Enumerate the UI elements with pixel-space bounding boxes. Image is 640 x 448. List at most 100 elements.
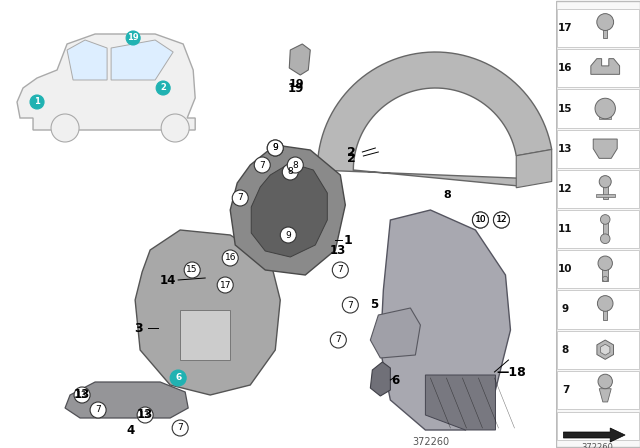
Text: 13: 13 (558, 144, 573, 154)
Text: 19: 19 (127, 34, 139, 43)
Text: 8: 8 (287, 168, 293, 177)
Circle shape (30, 95, 44, 109)
Bar (557, 412, 639, 440)
Polygon shape (17, 34, 195, 130)
Circle shape (597, 13, 614, 30)
Bar (557, 210, 639, 248)
Polygon shape (67, 40, 107, 80)
Circle shape (222, 250, 238, 266)
Circle shape (184, 262, 200, 278)
Circle shape (472, 212, 488, 228)
Text: 16: 16 (225, 254, 236, 263)
Circle shape (600, 234, 610, 244)
Text: 4: 4 (126, 423, 134, 436)
Circle shape (156, 81, 170, 95)
Polygon shape (135, 230, 280, 395)
Text: 6: 6 (391, 374, 399, 387)
Text: 1: 1 (34, 98, 40, 107)
Bar (557, 170, 639, 208)
Polygon shape (426, 375, 495, 430)
Bar (557, 331, 639, 369)
Text: 19: 19 (289, 79, 304, 89)
Circle shape (268, 140, 284, 156)
Polygon shape (380, 210, 511, 430)
Text: 13: 13 (140, 410, 151, 419)
Circle shape (472, 212, 488, 228)
Text: 10: 10 (558, 264, 573, 274)
Circle shape (126, 31, 140, 45)
Circle shape (170, 370, 186, 386)
Bar (599, 115, 611, 119)
Circle shape (287, 157, 303, 173)
Polygon shape (111, 40, 173, 80)
Circle shape (161, 114, 189, 142)
Text: 7: 7 (95, 405, 101, 414)
Text: 9: 9 (562, 305, 569, 314)
Circle shape (600, 215, 610, 224)
Polygon shape (230, 145, 346, 275)
Circle shape (597, 296, 613, 311)
Polygon shape (563, 428, 625, 442)
Text: 12: 12 (496, 215, 507, 224)
Text: 14: 14 (160, 273, 177, 287)
Circle shape (268, 140, 284, 156)
Text: 372260: 372260 (581, 443, 613, 448)
Text: 2: 2 (347, 151, 356, 164)
Circle shape (137, 407, 153, 423)
Text: 2: 2 (160, 83, 166, 92)
Text: 8: 8 (292, 160, 298, 169)
Bar (602, 267, 608, 281)
Circle shape (603, 276, 608, 282)
Text: 13: 13 (74, 388, 90, 401)
Circle shape (217, 277, 233, 293)
Circle shape (232, 190, 248, 206)
Circle shape (280, 227, 296, 243)
Circle shape (172, 420, 188, 436)
Text: 13: 13 (329, 244, 346, 257)
Polygon shape (65, 382, 188, 418)
Text: 9: 9 (273, 143, 278, 152)
Circle shape (330, 332, 346, 348)
Circle shape (74, 387, 90, 403)
Circle shape (598, 256, 612, 271)
Text: 9: 9 (273, 143, 278, 152)
Polygon shape (252, 163, 327, 257)
Polygon shape (317, 52, 552, 186)
Text: 13: 13 (76, 391, 88, 400)
Polygon shape (597, 340, 614, 359)
Polygon shape (371, 362, 390, 396)
Text: 16: 16 (558, 63, 573, 73)
Text: 7: 7 (348, 301, 353, 310)
Text: 7: 7 (562, 385, 569, 395)
Text: 17: 17 (558, 23, 573, 33)
Text: 7: 7 (337, 266, 343, 275)
Circle shape (493, 212, 509, 228)
Text: 7: 7 (237, 194, 243, 202)
Text: 2: 2 (347, 146, 356, 159)
Text: 12: 12 (496, 215, 507, 224)
Circle shape (599, 176, 611, 188)
Text: 7: 7 (177, 423, 183, 432)
Text: 15: 15 (186, 266, 198, 275)
Text: 17: 17 (220, 280, 231, 289)
Circle shape (51, 114, 79, 142)
Circle shape (254, 157, 270, 173)
Text: —18: —18 (497, 366, 526, 379)
Text: 8: 8 (444, 190, 451, 200)
Text: 5: 5 (370, 298, 378, 311)
Polygon shape (516, 150, 552, 188)
Text: 6: 6 (175, 374, 181, 383)
Text: 11: 11 (558, 224, 573, 234)
Bar (596, 194, 615, 197)
Polygon shape (180, 310, 230, 360)
Text: 10: 10 (475, 215, 486, 224)
Text: 13: 13 (137, 409, 153, 422)
Bar (557, 49, 639, 87)
Circle shape (595, 98, 616, 119)
Bar (603, 217, 607, 241)
Circle shape (332, 262, 348, 278)
Polygon shape (593, 139, 617, 158)
Bar (557, 90, 639, 128)
Text: 372260: 372260 (412, 437, 449, 447)
Bar (603, 26, 607, 38)
